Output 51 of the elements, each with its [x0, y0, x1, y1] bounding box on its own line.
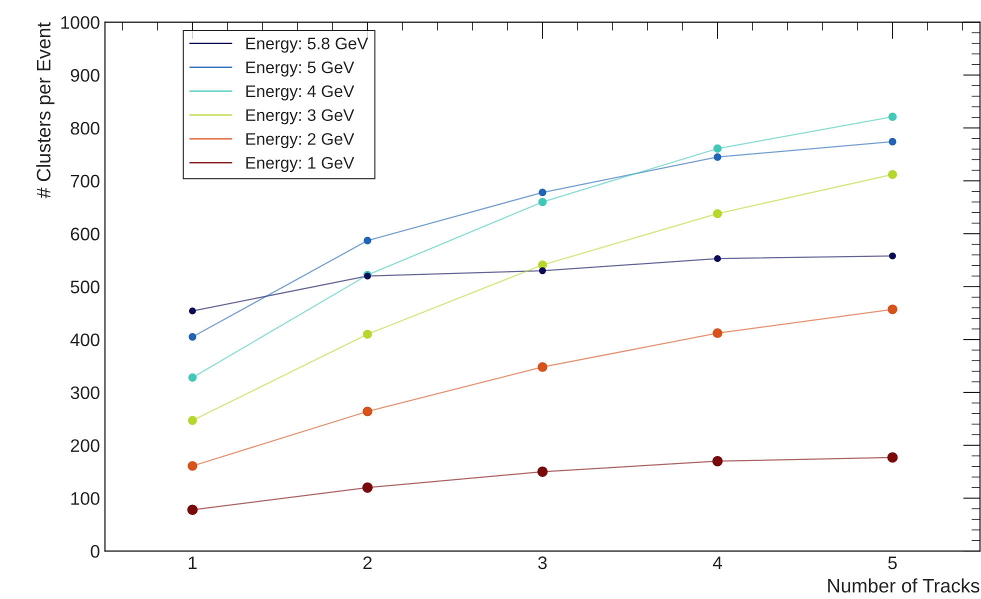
x-tick-label: 4	[712, 556, 722, 570]
point	[362, 406, 372, 416]
point	[187, 504, 198, 516]
point	[362, 330, 372, 339]
y-tick-label: 700	[70, 174, 100, 188]
point	[714, 153, 722, 161]
legend-label: Energy: 5.8 GeV	[246, 38, 368, 53]
y-tick-label: 1000	[61, 16, 100, 29]
point	[188, 373, 197, 382]
point	[712, 328, 722, 338]
point	[538, 188, 546, 196]
y-tick-label: 900	[70, 68, 100, 82]
point	[188, 333, 196, 341]
legend-label: Energy: 1 GeV	[246, 156, 354, 172]
point	[539, 267, 546, 274]
point	[888, 170, 898, 180]
point	[887, 452, 898, 463]
point	[714, 255, 721, 262]
y-tick-label: 600	[70, 228, 100, 240]
point	[888, 138, 896, 146]
legend-label: Energy: 2 GeV	[246, 133, 354, 148]
point	[888, 304, 898, 314]
point	[538, 198, 547, 206]
x-tick-label: 3	[538, 556, 547, 570]
point	[538, 362, 548, 372]
y-tick-label: 500	[70, 280, 100, 294]
y-tick-label: 800	[70, 122, 100, 135]
y-tick-label: 200	[70, 439, 100, 452]
x-axis-title: Number of Tracks	[828, 578, 980, 593]
y-tick-label: 300	[70, 386, 100, 400]
legend-label: Energy: 4 GeV	[246, 85, 354, 100]
point	[364, 236, 372, 244]
point	[188, 416, 197, 425]
y-tick-label: 400	[70, 333, 100, 346]
point	[712, 209, 722, 218]
point	[362, 482, 373, 493]
point	[537, 466, 548, 477]
y-tick-label: 100	[71, 492, 100, 505]
point	[188, 461, 198, 471]
x-tick-label: 2	[363, 556, 372, 570]
legend-label: Energy: 3 GeV	[246, 109, 354, 124]
y-tick-label: 0	[90, 545, 100, 558]
legend-label: Energy: 5 GeV	[246, 61, 354, 77]
x-tick-label: 5	[888, 556, 897, 570]
point	[189, 307, 196, 314]
x-tick-label: 1	[188, 556, 197, 570]
y-axis-title: # Clusters per Event	[36, 22, 54, 198]
point	[713, 144, 722, 153]
point	[889, 252, 896, 260]
point	[888, 112, 897, 122]
point	[712, 456, 723, 466]
